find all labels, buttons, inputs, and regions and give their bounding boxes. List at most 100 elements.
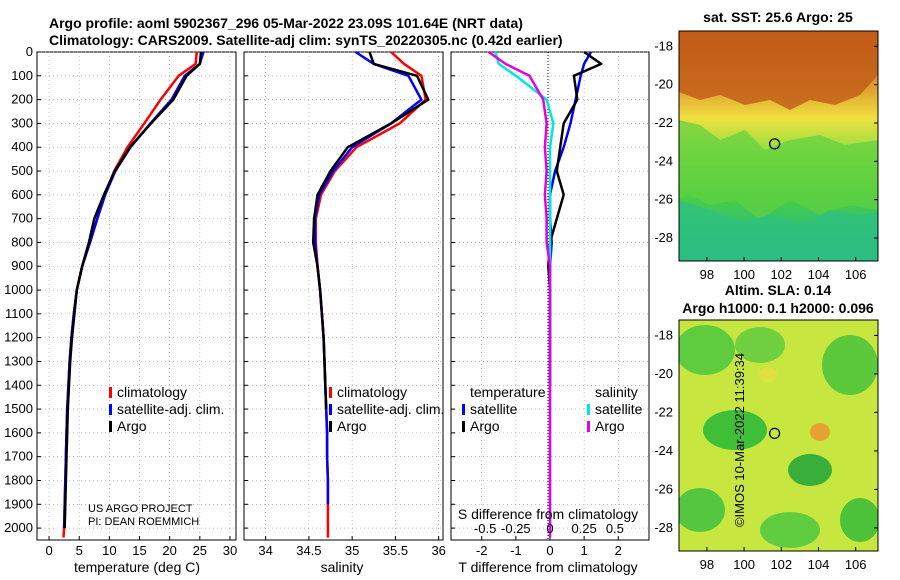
legend-argo: Argo xyxy=(337,418,367,434)
salinity-x-ticks: 34 34.5 35 35.5 36 xyxy=(258,543,446,558)
lat-tick-label: -24 xyxy=(654,443,673,458)
sst-map-frame xyxy=(678,30,879,262)
difference-lines xyxy=(487,50,603,538)
salinity-diff-ticks: -0.5 -0.25 0 0.25 0.5 xyxy=(474,521,624,536)
difference-panel: -2 -1 0 1 2 -0.5 -0.25 0 0.25 0.5 S difference f… xyxy=(450,50,650,575)
sla-blob xyxy=(735,327,785,363)
sla-blob-warm xyxy=(759,367,777,383)
sla-blob-warm xyxy=(810,423,830,441)
legend-swatch-t-argo xyxy=(462,421,465,432)
x-tick-label: 5 xyxy=(76,543,83,558)
depth-tick-label: 600 xyxy=(11,187,33,202)
depth-tick-label: 1800 xyxy=(4,472,33,487)
x-tick-label: 35 xyxy=(345,543,359,558)
x-tick-label: 10 xyxy=(102,543,116,558)
depth-tick-label: 2000 xyxy=(4,520,33,535)
sst-argo-location-marker xyxy=(768,138,781,150)
salinity-lines xyxy=(311,50,430,538)
legend-swatch-satellite xyxy=(109,404,112,415)
legend-title-salinity: salinity xyxy=(595,384,638,400)
x-tick-label: 2 xyxy=(615,543,622,558)
salinity-legend: climatology satellite-adj. clim. Argo xyxy=(329,384,444,434)
lat-tick-label: -20 xyxy=(654,366,673,381)
depth-tick-label: 1000 xyxy=(4,282,33,297)
sla-blob xyxy=(760,512,820,548)
legend-s-satellite: satellite xyxy=(595,401,643,417)
lat-tick-label: -18 xyxy=(654,38,673,53)
s-diff-tick-label: 0.25 xyxy=(571,521,596,536)
lon-tick-label: 102 xyxy=(770,557,792,572)
lat-tick-label: -28 xyxy=(654,230,673,245)
title-line-2: Climatology: CARS2009. Satellite-adj cli… xyxy=(49,32,563,48)
title-line-1: Argo profile: aoml 5902367_296 05-Mar-20… xyxy=(49,15,523,31)
temperature-xlabel: temperature (deg C) xyxy=(74,559,200,575)
legend-swatch-climatology xyxy=(329,387,332,398)
lat-tick-label: -18 xyxy=(654,327,673,342)
s-diff-tick-label: 0.5 xyxy=(606,521,624,536)
legend-swatch-s-argo xyxy=(587,421,590,432)
x-tick-label: 15 xyxy=(132,543,146,558)
depth-tick-label: 1200 xyxy=(4,330,33,345)
x-tick-label: 34 xyxy=(258,543,272,558)
lat-tick-label: -24 xyxy=(654,153,673,168)
x-tick-label: -1 xyxy=(510,543,522,558)
sla-blob xyxy=(840,498,878,542)
sla-map: Altim. SLA: 0.14 Argo h1000: 0.1 h2000: … xyxy=(654,282,879,572)
depth-tick-label: 1900 xyxy=(4,496,33,511)
sla-map-title-1: Altim. SLA: 0.14 xyxy=(725,282,832,298)
x-tick-label: 34.5 xyxy=(296,543,321,558)
legend-swatch-argo xyxy=(329,421,332,432)
depth-tick-label: 1300 xyxy=(4,353,33,368)
legend-swatch-climatology xyxy=(109,387,112,398)
x-tick-label: 0 xyxy=(45,543,52,558)
sst-mid-region xyxy=(679,120,878,220)
temperature-grid xyxy=(37,51,236,540)
lon-tick-label: 98 xyxy=(700,267,714,282)
sst-cool-region xyxy=(679,200,878,261)
lat-tick-label: -22 xyxy=(654,404,673,419)
lon-tick-label: 104 xyxy=(808,267,830,282)
sla-map-frame xyxy=(678,319,879,552)
depth-tick-labels: 0 100 200 300 400 500 600 700 800 900 1000 1100 1200… xyxy=(4,44,33,535)
x-tick-label: 35.5 xyxy=(383,543,408,558)
x-tick-label: 20 xyxy=(162,543,176,558)
depth-tick-label: 1500 xyxy=(4,401,33,416)
depth-tick-label: 100 xyxy=(11,68,33,83)
legend-swatch-argo xyxy=(109,421,112,432)
lon-tick-label: 102 xyxy=(770,267,792,282)
sst-map-ticks: 98 100 102 104 106 -18 -20 -22 -24 -26 -28 xyxy=(654,38,878,282)
lat-tick-label: -20 xyxy=(654,77,673,92)
legend-climatology: climatology xyxy=(117,384,187,400)
depth-tick-label: 200 xyxy=(11,92,33,107)
series-s-argo xyxy=(487,50,552,538)
lon-tick-label: 106 xyxy=(845,267,867,282)
temperature-panel: 0 5 10 15 20 25 30 0 100 200 300 400 500 600 700 800 90… xyxy=(4,44,237,575)
legend-climatology: climatology xyxy=(337,384,407,400)
s-diff-tick-label: -0.25 xyxy=(501,521,531,536)
temperature-legend: climatology satellite-adj. clim. Argo xyxy=(109,384,224,434)
salinity-panel: 34 34.5 35 35.5 36 salinity climatology sate… xyxy=(243,50,446,575)
legend-argo: Argo xyxy=(117,418,147,434)
depth-tick-label: 1100 xyxy=(5,306,33,321)
temperature-x-ticks: 0 5 10 15 20 25 30 xyxy=(45,543,237,558)
credit-text: ©IMOS 10-Mar-2022 11:39:34 xyxy=(732,353,747,527)
legend-swatch-t-satellite xyxy=(462,404,465,415)
salinity-axes-box xyxy=(243,51,444,541)
sst-map: sat. SST: 25.6 Argo: 25 98 100 102 104 106 -1… xyxy=(654,9,879,282)
sst-map-title: sat. SST: 25.6 Argo: 25 xyxy=(703,9,853,25)
legend-s-argo: Argo xyxy=(595,418,625,434)
sla-blob xyxy=(679,325,735,375)
s-diff-tick-label: 0 xyxy=(546,521,553,536)
depth-tick-label: 900 xyxy=(11,258,33,273)
sla-map-title-2: Argo h1000: 0.1 h2000: 0.096 xyxy=(682,300,874,316)
difference-legend: temperature salinity satellite Argo sate… xyxy=(462,384,643,434)
footnote-project: US ARGO PROJECT xyxy=(88,503,193,515)
lon-tick-label: 100 xyxy=(733,267,755,282)
legend-t-satellite: satellite xyxy=(470,401,518,417)
legend-t-argo: Argo xyxy=(470,418,500,434)
legend-satellite: satellite-adj. clim. xyxy=(337,401,444,417)
legend-swatch-s-satellite xyxy=(587,404,590,415)
depth-tick-label: 1600 xyxy=(4,425,33,440)
legend-swatch-satellite xyxy=(329,404,332,415)
